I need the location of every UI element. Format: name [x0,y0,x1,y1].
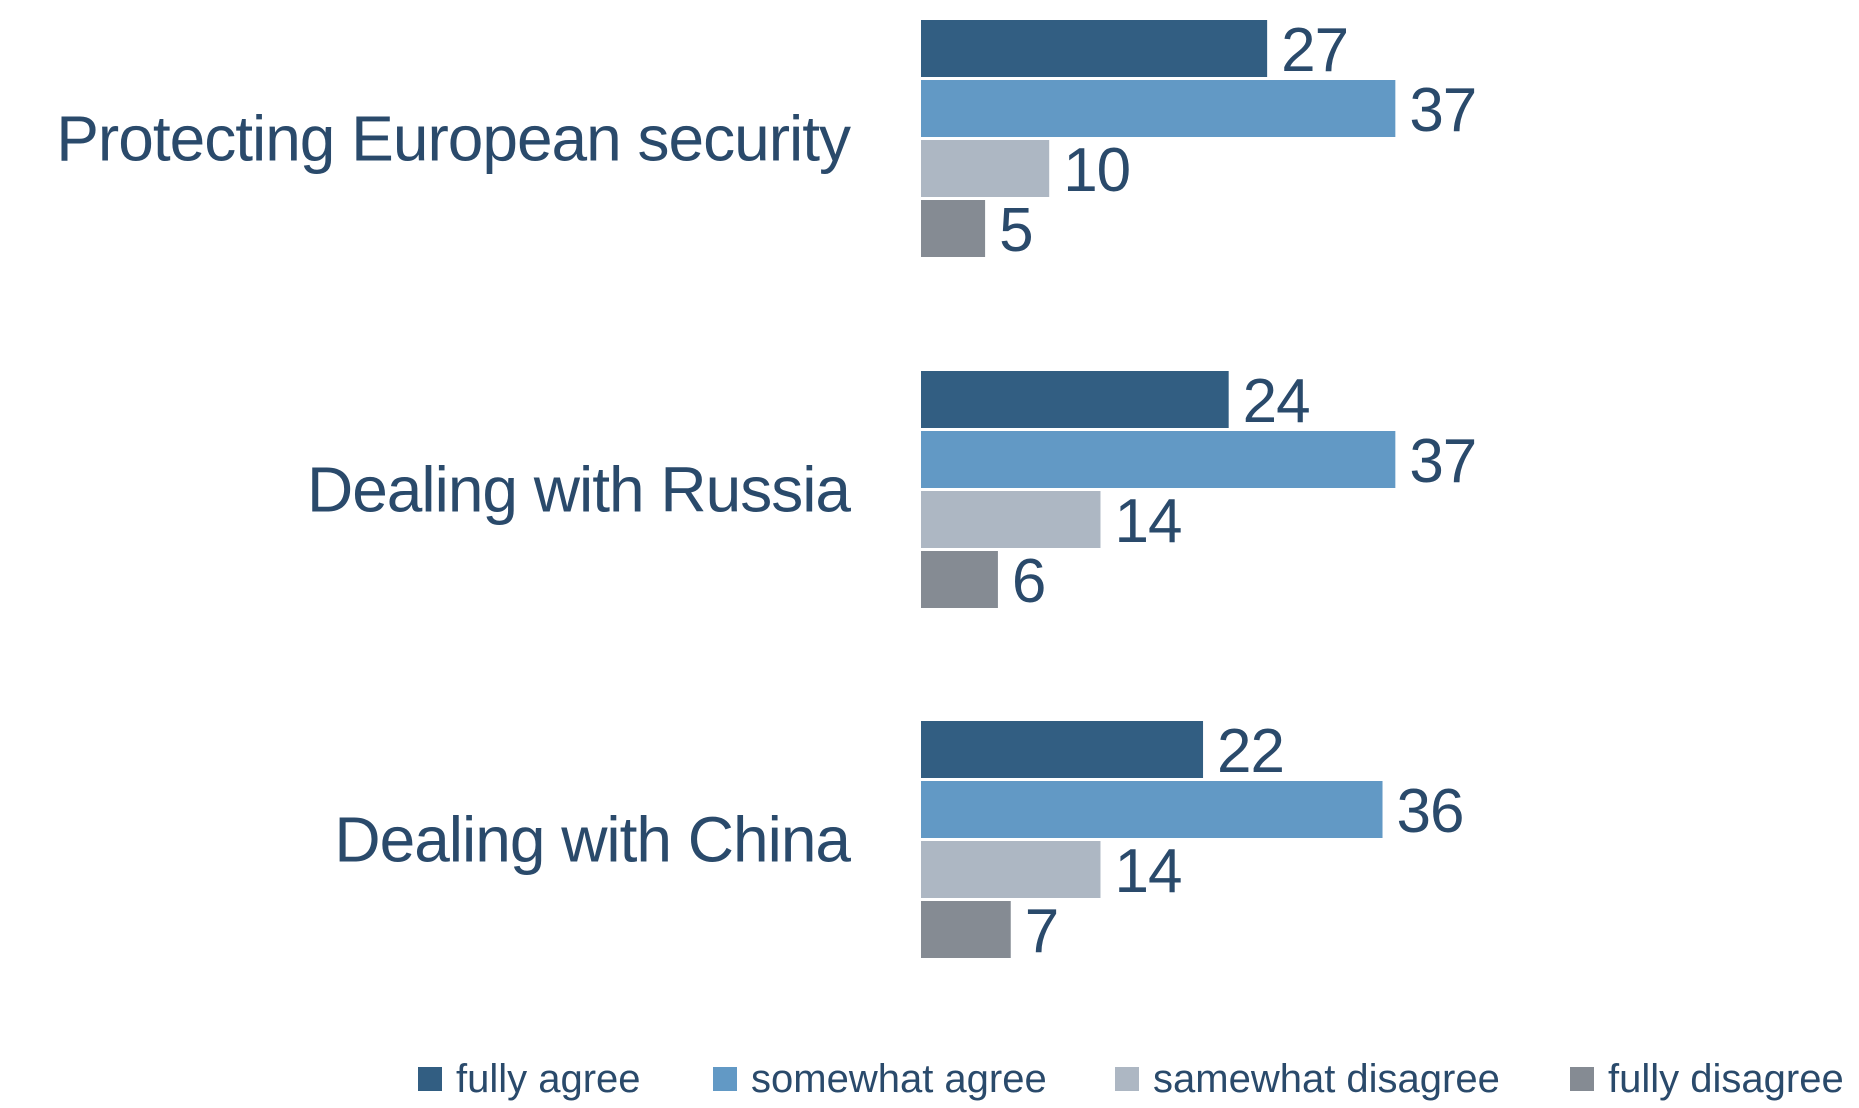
legend-swatch [1115,1067,1139,1091]
legend-label: somewhat agree [751,1057,1047,1101]
plot-area: Protecting European security 27 37 10 5 Deali… [56,16,1477,966]
legend-swatch [713,1067,737,1091]
legend-label: samewhat disagree [1153,1057,1500,1101]
legend-label: fully agree [456,1057,641,1101]
data-label: 22 [1217,717,1284,786]
legend-swatch [418,1067,442,1091]
category-label: Dealing with China [334,804,851,876]
legend-label: fully disagree [1608,1057,1844,1101]
data-label: 24 [1243,367,1310,436]
bar [921,20,1268,77]
data-label: 36 [1397,777,1464,846]
bar [921,491,1101,548]
bar [921,781,1383,838]
bar [921,901,1011,958]
data-label: 37 [1409,427,1476,496]
data-label: 14 [1114,487,1181,556]
bar [921,431,1396,488]
legend-swatch [1570,1067,1594,1091]
data-label: 27 [1281,16,1348,85]
category-label: Dealing with Russia [307,454,851,526]
data-label: 37 [1409,76,1476,145]
data-label: 10 [1063,136,1130,205]
bar [921,80,1396,137]
bar [921,371,1229,428]
legend: fully agree somewhat agree samewhat disagr… [418,1057,1844,1101]
bar [921,140,1050,197]
data-label: 7 [1025,897,1058,966]
bar [921,551,998,608]
bar [921,841,1101,898]
category-label: Protecting European security [56,103,851,175]
data-label: 14 [1114,837,1181,906]
data-label: 5 [999,196,1032,265]
bar [921,200,986,257]
bar [921,721,1204,778]
data-label: 6 [1012,547,1045,616]
